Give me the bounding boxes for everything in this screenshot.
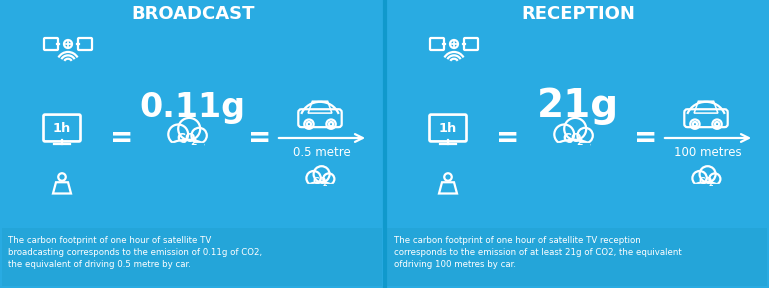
Text: 2: 2 [191, 138, 197, 147]
Circle shape [554, 124, 574, 144]
FancyBboxPatch shape [693, 179, 717, 187]
Text: =: = [110, 124, 134, 152]
FancyBboxPatch shape [169, 136, 203, 147]
Circle shape [700, 166, 716, 182]
Circle shape [314, 166, 330, 182]
Circle shape [178, 118, 200, 140]
Bar [387, 228, 767, 286]
Text: CO: CO [562, 132, 581, 145]
Circle shape [168, 124, 188, 144]
Circle shape [578, 128, 593, 143]
Text: 21g: 21g [537, 87, 619, 125]
FancyBboxPatch shape [307, 179, 331, 187]
Text: RECEPTION: RECEPTION [521, 5, 635, 23]
Text: 2: 2 [577, 138, 583, 147]
Text: =: = [496, 124, 520, 152]
Text: 1h: 1h [439, 122, 457, 135]
Text: 1h: 1h [53, 122, 71, 135]
Text: BROADCAST: BROADCAST [131, 5, 255, 23]
Text: CO: CO [176, 132, 195, 145]
Text: 2: 2 [708, 181, 713, 187]
Circle shape [709, 173, 721, 185]
Circle shape [692, 171, 707, 185]
Text: 100 metres: 100 metres [674, 145, 742, 158]
FancyBboxPatch shape [555, 136, 589, 147]
Text: CO: CO [698, 177, 712, 186]
Text: =: = [634, 124, 657, 152]
Text: 2: 2 [322, 181, 327, 187]
Circle shape [306, 171, 321, 185]
Circle shape [323, 173, 335, 185]
Text: 0.5 metre: 0.5 metre [293, 145, 351, 158]
Text: 0.11g: 0.11g [139, 92, 245, 124]
Text: The carbon footprint of one hour of satellite TV reception
corresponds to the em: The carbon footprint of one hour of sate… [394, 236, 682, 269]
Text: The carbon footprint of one hour of satellite TV
broadcasting corresponds to the: The carbon footprint of one hour of sate… [8, 236, 262, 269]
Circle shape [191, 128, 207, 143]
Text: =: = [248, 124, 271, 152]
Bar [2, 228, 382, 286]
Circle shape [564, 118, 586, 140]
Text: CO: CO [312, 177, 326, 186]
